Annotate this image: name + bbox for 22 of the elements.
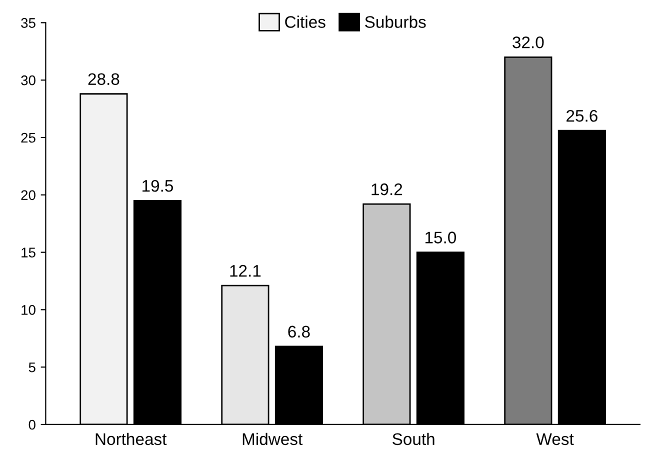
legend-label: Suburbs (365, 16, 426, 28)
x-tick-label: Midwest (242, 432, 303, 446)
data-label: 6.8 (288, 326, 310, 338)
data-label: 25.6 (566, 110, 598, 122)
data-label: 12.1 (230, 264, 261, 277)
y-tick-label: 10 (22, 305, 36, 315)
data-label: 28.8 (88, 73, 120, 86)
y-tick-label: 0 (28, 420, 36, 430)
data-label: 32.0 (512, 36, 544, 48)
y-tick-label: 30 (21, 75, 36, 86)
x-tick-label: West (536, 433, 574, 446)
data-label: 19.5 (142, 180, 174, 192)
y-tick-label: 35 (21, 18, 36, 28)
y-tick-label: 15 (22, 248, 36, 258)
legend-label: Cities (285, 16, 326, 28)
y-tick-label: 25 (21, 132, 36, 143)
x-tick-label: South (392, 432, 434, 446)
y-tick-label: 20 (21, 190, 36, 200)
data-label: 19.2 (372, 183, 402, 196)
data-label: 15.0 (426, 232, 456, 244)
x-tick-label: Northeast (96, 432, 167, 446)
y-tick-label: 5 (28, 362, 36, 372)
